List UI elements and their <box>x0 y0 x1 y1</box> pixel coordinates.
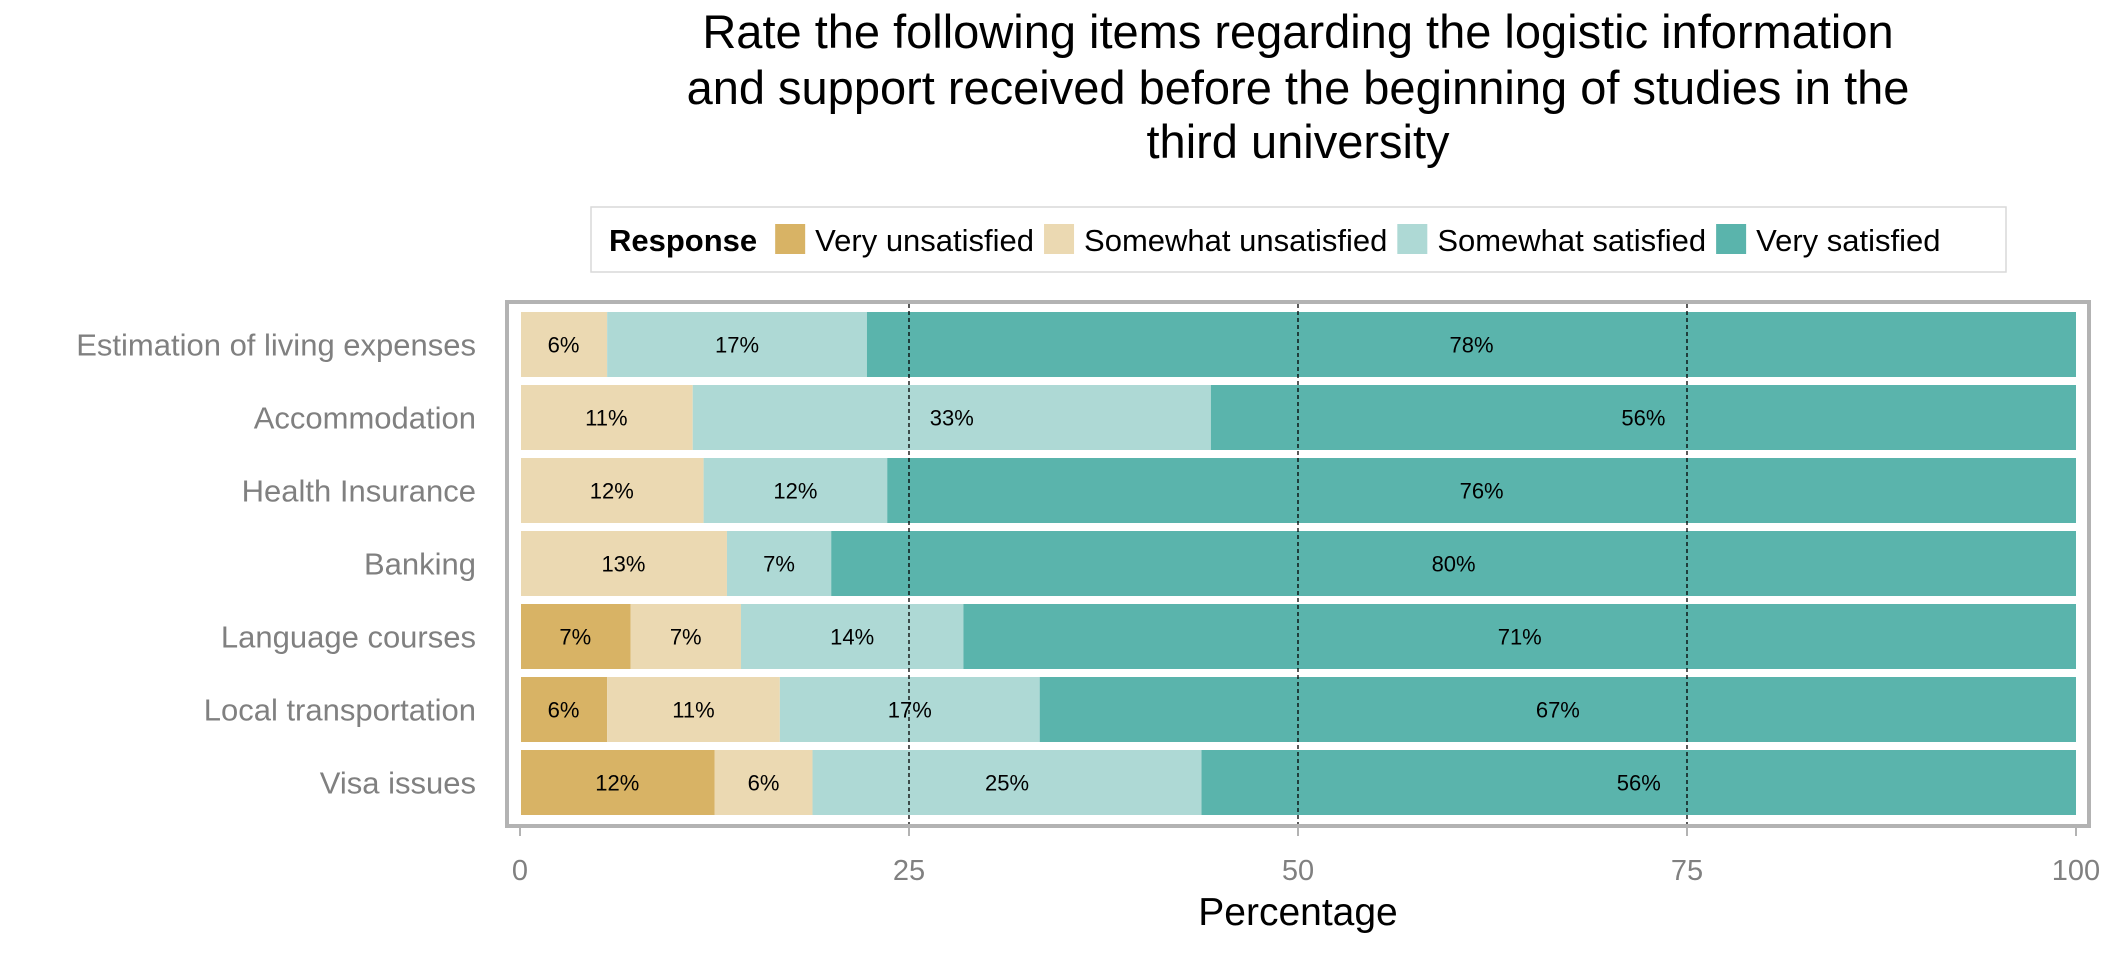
bar-segment <box>714 750 813 815</box>
bar-segment <box>726 531 832 596</box>
x-axis-title: Percentage <box>1198 891 1397 934</box>
bar-value-label: 78% <box>1449 333 1493 358</box>
x-tick-label: 0 <box>512 855 528 887</box>
bar-segment <box>607 677 780 742</box>
x-tick-label: 25 <box>893 855 925 887</box>
bar-segment <box>831 531 2077 596</box>
bar-value-label: 33% <box>930 406 974 431</box>
legend-label-0: Very unsatisfied <box>815 223 1034 258</box>
chart-title-line-1: Rate the following items regarding the l… <box>702 5 1893 58</box>
bar-value-label: 17% <box>888 698 932 723</box>
legend-swatch-3 <box>1716 224 1747 254</box>
bar-value-label: 80% <box>1432 552 1476 577</box>
category-label: Language courses <box>221 620 476 655</box>
bar-segment <box>866 312 2076 377</box>
category-label: Visa issues <box>320 766 476 801</box>
bar-segment <box>887 458 2076 523</box>
bar-segment <box>1201 750 2076 815</box>
bar-value-label: 11% <box>585 406 627 431</box>
bar-segment <box>779 677 1040 742</box>
category-label: Banking <box>364 547 476 582</box>
category-label: Estimation of living expenses <box>76 328 476 363</box>
bar-segment <box>520 385 693 450</box>
bar-segment <box>607 312 867 377</box>
bar-value-label: 6% <box>548 698 580 723</box>
bar-segment <box>1039 677 2076 742</box>
plot-area: 6% 17% 78% 11% 33% 56% 12% 12% 76% 13% 7% 80% 7% 7% 14… <box>76 300 2100 934</box>
chart-title-line-3: third university <box>1147 115 1450 168</box>
category-label: Accommodation <box>254 401 476 436</box>
bar-segment <box>812 750 1202 815</box>
bar-value-label: 71% <box>1498 625 1542 650</box>
bar-value-label: 12% <box>590 479 634 504</box>
bar-value-label: 12% <box>595 771 639 796</box>
x-tick-label: 100 <box>2052 855 2100 887</box>
bar-value-label: 17% <box>715 333 759 358</box>
legend-box <box>590 206 2007 273</box>
bar-value-label: 12% <box>773 479 817 504</box>
legend-swatch-2 <box>1397 224 1428 254</box>
bar-value-label: 14% <box>830 625 874 650</box>
bar-segment <box>520 604 631 669</box>
bar-value-label: 56% <box>1617 771 1661 796</box>
legend-swatch-0 <box>775 224 806 254</box>
chart-title: Rate the following items regarding the l… <box>687 5 1910 168</box>
bar-segment <box>520 312 608 377</box>
legend-label-1: Somewhat unsatisfied <box>1084 223 1387 258</box>
bar-segment <box>740 604 964 669</box>
bar-value-label: 7% <box>559 625 591 650</box>
bar-segment <box>520 677 608 742</box>
legend: Response Very unsatisfied Somewhat unsati… <box>590 206 2007 273</box>
bar-value-label: 56% <box>1621 406 1665 431</box>
bar-value-label: 11% <box>672 698 714 723</box>
bar-value-label: 13% <box>601 552 645 577</box>
x-tick-label: 50 <box>1282 855 1314 887</box>
legend-label-2: Somewhat satisfied <box>1437 223 1706 258</box>
bar-segment <box>520 458 704 523</box>
bar-segment <box>1210 385 2076 450</box>
bar-value-label: 6% <box>748 771 780 796</box>
bar-value-label: 67% <box>1536 698 1580 723</box>
category-label: Health Insurance <box>242 474 476 509</box>
legend-label-3: Very satisfied <box>1756 223 1940 258</box>
x-tick-label: 75 <box>1671 855 1703 887</box>
legend-title: Response <box>609 223 757 258</box>
bar-segment <box>630 604 741 669</box>
legend-swatch-1 <box>1044 224 1075 254</box>
bar-segment <box>520 531 727 596</box>
bar-segment <box>520 750 715 815</box>
bar-value-label: 6% <box>548 333 580 358</box>
bar-value-label: 25% <box>985 771 1029 796</box>
bar-value-label: 7% <box>670 625 702 650</box>
chart-title-line-2: and support received before the beginnin… <box>687 61 1910 114</box>
bar-segment <box>963 604 2077 669</box>
bar-value-label: 76% <box>1460 479 1504 504</box>
bar-value-label: 7% <box>763 552 795 577</box>
category-label: Local transportation <box>204 693 476 728</box>
bar-segment <box>692 385 1211 450</box>
bar-segment <box>703 458 888 523</box>
